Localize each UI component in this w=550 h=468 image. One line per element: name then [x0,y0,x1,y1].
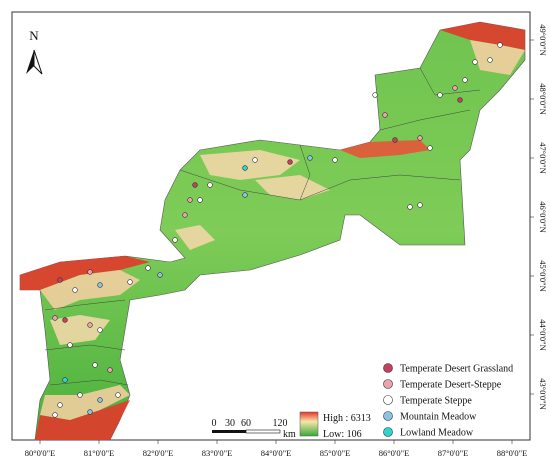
sample-site [92,362,98,368]
sample-site [87,269,93,275]
sample-site [107,367,113,373]
legend-label: Temperate Desert-Steppe [400,380,502,391]
sample-site [67,342,73,348]
latitude-label: 48°0'0"N [538,83,548,115]
scale-bar [212,429,281,434]
latitude-label: 45°0'0"N [538,260,548,292]
sample-site [252,157,258,163]
sample-site [472,59,478,65]
north-label: N [29,28,39,43]
latitude-label: 47°0'0"N [538,142,548,174]
sample-site [407,204,413,210]
scale-label: 120 [273,418,288,429]
longitude-label: 86°0'0"E [379,448,410,458]
scale-label: 0 [212,418,217,429]
longitude-label: 85°0'0"E [320,448,351,458]
sample-site [462,77,468,83]
sample-site [57,402,63,408]
sample-sites [52,42,503,418]
sample-site [392,137,398,143]
sample-site [77,392,83,398]
sample-site [62,317,68,323]
sample-site [57,277,63,283]
sample-site [52,412,58,418]
legend-label: Lowland Meadow [400,428,474,439]
sample-site [437,92,443,98]
scale-label: 60 [241,418,251,429]
sample-site [242,192,248,198]
sample-site [145,265,151,271]
sample-site [87,409,93,415]
sample-site [487,57,493,63]
sample-site [497,42,503,48]
sample-site [427,145,433,151]
scale-label: 30 [225,418,235,429]
sample-site [452,85,458,91]
sample-site [97,397,103,403]
longitude-label: 83°0'0"E [202,448,233,458]
longitude-label: 81°0'0"E [84,448,115,458]
longitude-label: 82°0'0"E [143,448,174,458]
latitude-label: 44°0'0"N [538,319,548,351]
legend-marker [383,395,393,405]
sample-site [382,112,388,118]
longitude-label: 84°0'0"E [261,448,292,458]
sample-site [97,327,103,333]
sample-site [157,272,163,278]
legend-marker [383,379,393,389]
elevation-low: Low: 106 [323,429,362,440]
legend-label: Mountain Meadow [400,412,477,423]
elevation-ramp [299,411,319,437]
sample-site [172,237,178,243]
sample-site [72,287,78,293]
sample-site [197,197,203,203]
sample-site [127,279,133,285]
legend-label: Temperate Desert Grassland [400,364,513,375]
sample-site [187,197,193,203]
sample-site [62,377,68,383]
boundaries [44,67,481,386]
high-terrain [20,22,525,440]
legend-marker [383,363,393,373]
sample-site [457,97,463,103]
scale-unit: km [283,429,296,440]
sample-site [307,155,313,161]
sample-site [115,392,121,398]
longitude-label: 80°0'0"E [25,448,56,458]
sample-site [52,315,58,321]
sample-site [417,135,423,141]
longitude-label: 88°0'0"E [497,448,528,458]
latitude-label: 43°0'0"N [538,378,548,410]
sample-site [207,182,213,188]
sample-site [417,202,423,208]
longitude-label: 87°0'0"E [438,448,469,458]
sample-site [87,322,93,328]
sample-site [287,159,293,165]
sample-site [192,182,198,188]
latitude-label: 46°0'0"N [538,201,548,233]
legend-label: Temperate Steppe [400,396,472,407]
north-arrow [26,49,43,75]
sample-site [372,92,378,98]
elevation-high: High : 6313 [323,413,371,424]
legend-marker [383,427,393,437]
sample-site [332,157,338,163]
sample-site [97,282,103,288]
legend-marker [383,411,393,421]
sample-site [182,212,188,218]
sample-site [242,165,248,171]
latitude-label: 49°0'0"N [538,24,548,56]
